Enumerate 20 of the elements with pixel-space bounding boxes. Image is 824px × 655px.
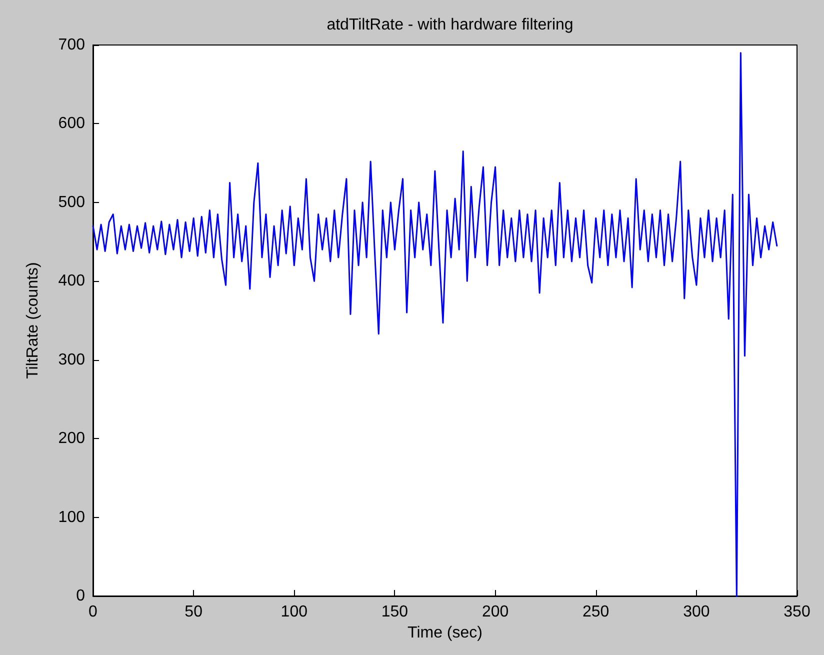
y-tick-label: 600 (58, 115, 86, 132)
y-tick-label: 500 (58, 194, 86, 211)
x-tick-label: 100 (280, 604, 308, 620)
y-tick-label: 700 (58, 36, 86, 54)
x-tick-label: 50 (184, 604, 203, 620)
x-tick-label: 250 (582, 604, 610, 620)
x-tick-label: 150 (381, 604, 408, 620)
x-axis-title: Time (sec) (408, 624, 482, 642)
y-tick-label: 100 (58, 508, 86, 526)
y-tick-label: 400 (58, 272, 86, 290)
x-tick-label: 300 (683, 604, 710, 620)
y-tick-label: 0 (76, 588, 86, 604)
line-series (92, 52, 778, 597)
x-tick-label: 200 (482, 604, 509, 620)
y-axis-title: TiltRate (counts) (24, 262, 42, 379)
x-tick-label: 350 (784, 604, 810, 620)
x-tick-label: 0 (88, 604, 98, 620)
y-tick-label: 200 (58, 430, 86, 448)
y-tick-label: 300 (58, 351, 86, 368)
chart-title: atdTiltRate - with hardware filtering (326, 16, 574, 34)
